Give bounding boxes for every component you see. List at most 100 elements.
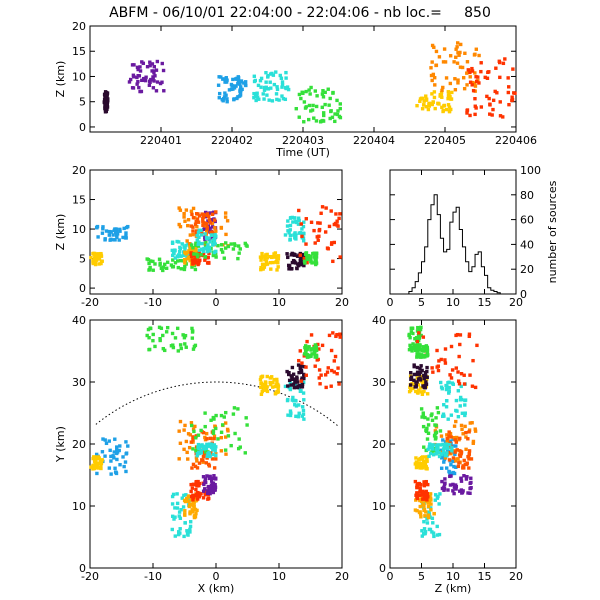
source-point: [193, 267, 198, 272]
source-point: [425, 365, 429, 370]
x-tick-label: 220404: [353, 134, 395, 147]
source-point: [263, 262, 268, 267]
source-point: [225, 78, 229, 82]
source-point: [224, 232, 228, 237]
source-point: [305, 355, 310, 359]
source-point: [158, 338, 162, 343]
source-point: [473, 112, 477, 117]
source-point: [422, 483, 427, 488]
source-point: [173, 506, 177, 510]
source-point: [204, 446, 209, 451]
source-point: [494, 66, 498, 70]
source-point: [300, 234, 304, 239]
source-point: [216, 243, 220, 248]
source-point: [199, 492, 203, 496]
source-point: [206, 444, 211, 448]
source-point: [419, 407, 424, 411]
source-point: [206, 484, 211, 489]
source-point: [275, 268, 279, 272]
x-tick-label: 20: [509, 296, 523, 309]
source-point: [309, 85, 313, 90]
source-point: [422, 532, 426, 536]
source-point: [186, 457, 190, 461]
source-point: [265, 252, 269, 257]
source-point: [313, 258, 317, 263]
source-point: [454, 419, 458, 424]
source-point: [183, 333, 188, 338]
source-point: [289, 383, 293, 387]
source-point: [95, 253, 100, 257]
source-point: [171, 258, 175, 262]
source-point: [426, 447, 430, 452]
source-point: [213, 449, 217, 453]
source-point: [426, 513, 431, 517]
source-point: [211, 429, 216, 433]
source-point: [161, 268, 165, 273]
source-point: [461, 76, 466, 80]
source-point: [94, 452, 99, 457]
source-point: [124, 236, 128, 240]
y-tick-label: 10: [72, 500, 86, 513]
source-point: [206, 214, 211, 219]
source-point: [115, 445, 119, 449]
source-point: [147, 83, 152, 87]
source-point: [177, 429, 181, 433]
source-point: [317, 228, 321, 233]
source-point: [421, 345, 426, 349]
source-point: [437, 532, 442, 537]
source-point: [207, 236, 211, 240]
source-point: [430, 102, 434, 107]
source-point: [473, 104, 477, 108]
y-tick-label: 100: [520, 164, 541, 177]
source-point: [471, 88, 476, 93]
source-point: [454, 47, 458, 51]
source-point: [284, 76, 288, 80]
source-point: [468, 486, 473, 491]
source-point: [201, 496, 206, 500]
source-point: [460, 411, 465, 415]
source-point: [103, 454, 107, 458]
source-point: [429, 73, 434, 78]
x-tick-label: 220406: [495, 134, 537, 147]
source-point: [191, 254, 196, 258]
source-point: [434, 63, 438, 68]
source-point: [117, 448, 121, 453]
source-point: [298, 349, 302, 353]
source-point: [431, 100, 435, 104]
source-point: [283, 384, 288, 389]
source-point: [286, 219, 290, 223]
source-point: [301, 412, 306, 416]
source-point: [239, 85, 243, 89]
source-point: [306, 117, 311, 122]
source-point: [308, 354, 312, 358]
source-point: [305, 255, 309, 259]
source-point: [201, 217, 205, 221]
source-point: [435, 348, 439, 353]
source-point: [491, 98, 496, 103]
source-point: [418, 504, 422, 509]
source-point: [456, 78, 460, 82]
source-point: [426, 423, 431, 427]
source-point: [201, 219, 205, 223]
source-point: [471, 439, 476, 444]
source-point: [280, 83, 285, 87]
source-point: [433, 493, 438, 497]
source-point: [454, 465, 458, 470]
source-point: [195, 233, 199, 238]
source-point: [104, 96, 108, 100]
source-point: [441, 60, 446, 64]
source-point: [431, 521, 435, 525]
source-point: [187, 504, 191, 509]
source-point: [199, 449, 203, 453]
source-point: [459, 479, 464, 483]
source-point: [422, 373, 426, 378]
source-point: [97, 262, 101, 266]
source-point: [262, 88, 267, 92]
source-point: [465, 60, 470, 64]
source-point: [191, 216, 196, 220]
source-point: [189, 254, 194, 259]
source-point: [444, 76, 449, 80]
source-point: [511, 67, 515, 71]
source-point: [148, 265, 152, 270]
